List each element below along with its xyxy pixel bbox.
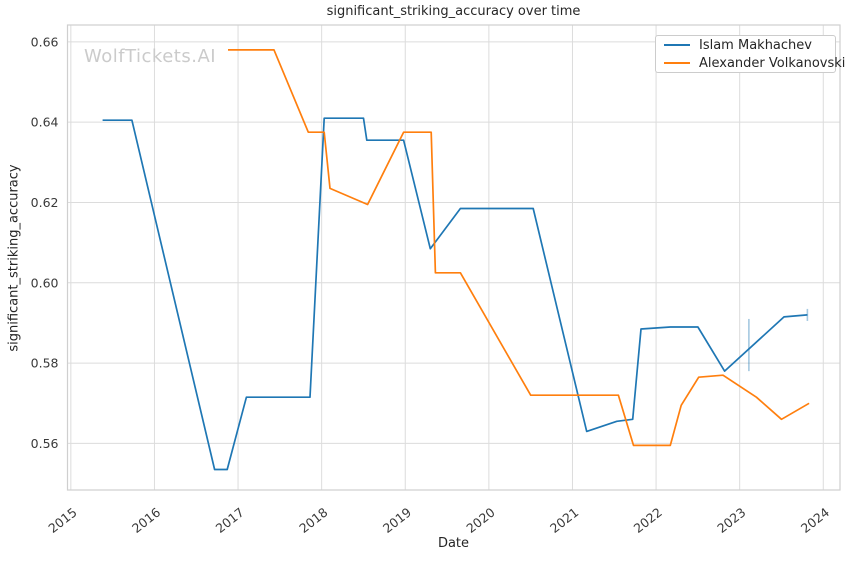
legend-item: Alexander Volkanovski	[656, 56, 845, 71]
x-tick-label: 2021	[547, 505, 581, 536]
y-tick-label: 0.58	[31, 356, 59, 371]
chart-title: significant_striking_accuracy over time	[326, 4, 581, 19]
x-tick-label: 2019	[380, 505, 414, 536]
y-tick-label: 0.56	[31, 436, 59, 451]
x-tick-label: 2022	[631, 505, 665, 536]
legend-line-swatch	[664, 44, 690, 46]
series-line-islam-makhachev	[102, 117, 808, 471]
x-tick-label: 2015	[45, 505, 79, 536]
series-line-alexander-volkanovski	[228, 49, 810, 447]
x-axis-label: Date	[437, 536, 470, 551]
y-tick-label: 0.64	[31, 115, 59, 130]
legend-label: Alexander Volkanovski	[699, 55, 846, 71]
x-tick-label: 2018	[296, 505, 330, 536]
x-tick-label: 2017	[213, 505, 247, 536]
watermark: WolfTickets.AI	[84, 46, 217, 67]
legend: Islam Makhachev Alexander Volkanovski	[655, 35, 845, 73]
y-tick-label: 0.62	[31, 195, 59, 210]
axes-spines	[66, 24, 841, 491]
x-tick-label: 2024	[798, 505, 832, 536]
legend-label: Islam Makhachev	[699, 37, 812, 53]
x-tick-label: 2016	[129, 505, 163, 536]
x-tick-label: 2020	[463, 505, 497, 536]
x-tick-label: 2023	[714, 505, 748, 536]
legend-item: Islam Makhachev	[656, 38, 835, 53]
y-axis-label: significant_striking_accuracy	[6, 164, 22, 352]
y-tick-label: 0.66	[31, 34, 59, 49]
legend-line-swatch	[664, 62, 690, 64]
y-tick-label: 0.60	[31, 275, 59, 290]
